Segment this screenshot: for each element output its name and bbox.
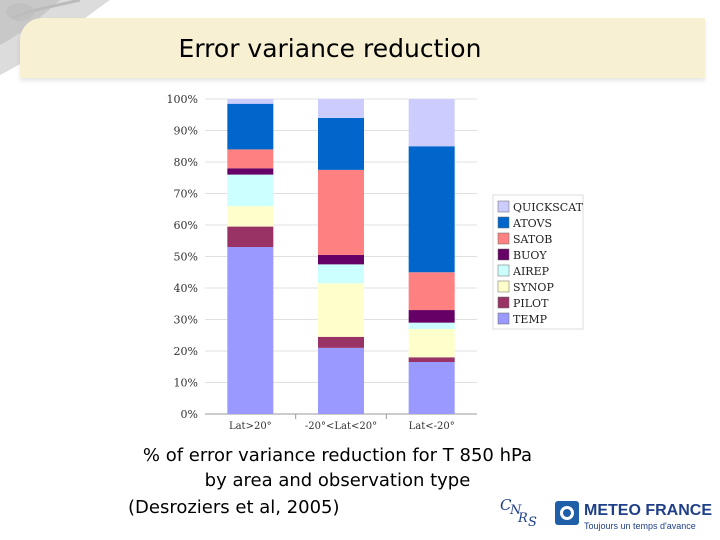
- y-tick-label: 100%: [167, 93, 198, 106]
- bar-segment-airep: [318, 264, 364, 284]
- y-tick-label: 20%: [174, 345, 198, 358]
- bar-segment-temp: [227, 247, 274, 414]
- bar-segment-temp: [408, 362, 455, 414]
- bar-segment-quickscat: [227, 99, 274, 104]
- legend-swatch: [497, 296, 510, 309]
- y-tick-label: 50%: [174, 251, 198, 264]
- svg-text:S: S: [528, 515, 537, 530]
- slide-title: Error variance reduction: [178, 34, 482, 63]
- x-tick-label: Lat<-20°: [409, 421, 455, 432]
- bar-segment-satob: [227, 149, 274, 169]
- y-tick-label: 40%: [174, 282, 198, 295]
- bar-segment-pilot: [227, 226, 274, 248]
- y-tick-label: 70%: [174, 188, 198, 201]
- bar-segment-buoy: [227, 168, 274, 175]
- citation: (Desroziers et al, 2005): [128, 497, 340, 518]
- legend-label: SYNOP: [513, 281, 554, 294]
- legend: QUICKSCAT ATOVS SATOB BUOY AIREP SYNOP PILOT TE…: [492, 194, 584, 330]
- svg-text:N: N: [509, 503, 522, 518]
- svg-text:C: C: [500, 496, 512, 514]
- bar-segment-synop: [227, 206, 274, 227]
- legend-swatch: [497, 232, 510, 245]
- legend-label: BUOY: [513, 249, 547, 262]
- x-tick-label: Lat>20°: [229, 421, 272, 432]
- bar-segment-buoy: [318, 254, 364, 265]
- legend-label: PILOT: [513, 297, 549, 310]
- bar-segment-pilot: [318, 336, 364, 348]
- bar-segment-quickscat: [408, 99, 455, 147]
- legend-swatch: [497, 200, 510, 213]
- x-axis-ticks: Lat>20° -20°<Lat<20° Lat<-20°: [229, 414, 455, 432]
- legend-label: TEMP: [513, 313, 548, 326]
- y-tick-label: 10%: [174, 377, 198, 390]
- bar-segment-atovs: [318, 117, 364, 170]
- bar-segment-pilot: [408, 357, 455, 363]
- meteo-france-tagline: Toujours un temps d'avance: [584, 521, 696, 531]
- title-bar: [20, 18, 705, 78]
- y-tick-label: 80%: [174, 156, 198, 169]
- bar-segment-synop: [408, 328, 455, 358]
- legend-swatch: [497, 312, 510, 325]
- bar-segment-atovs: [408, 146, 455, 273]
- chart-caption: % of error variance reduction for T 850 …: [115, 443, 560, 493]
- meteo-france-name: METEO FRANCE: [584, 502, 712, 519]
- bars: [227, 99, 455, 414]
- y-tick-label: 90%: [174, 125, 198, 138]
- legend-label: AIREP: [512, 265, 550, 278]
- legend-swatch: [497, 216, 510, 229]
- bar-segment-atovs: [227, 103, 274, 150]
- legend-label: ATOVS: [512, 217, 552, 230]
- legend-label: QUICKSCAT: [513, 201, 584, 214]
- caption-line-2: by area and observation type: [204, 470, 471, 491]
- cnrs-logo-lettering: C N R S: [500, 496, 537, 530]
- y-tick-label: 60%: [174, 219, 198, 232]
- bar-segment-satob: [408, 272, 455, 311]
- y-tick-label: 0%: [181, 408, 198, 421]
- bar-segment-satob: [318, 169, 364, 255]
- bar-segment-synop: [318, 283, 364, 337]
- bar-segment-temp: [318, 347, 364, 414]
- y-axis-ticks: 0% 10% 20% 30% 40% 50% 60% 70% 80% 90% 100%: [167, 93, 198, 421]
- y-tick-label: 30%: [174, 314, 198, 327]
- legend-swatch: [497, 280, 510, 293]
- meteo-france-logo-icon: [555, 501, 579, 525]
- cnrs-logo: C N R S: [500, 496, 537, 530]
- bar-segment-airep: [227, 174, 274, 207]
- svg-text:R: R: [517, 511, 528, 526]
- legend-swatch: [497, 248, 510, 261]
- legend-label: SATOB: [513, 233, 552, 246]
- bar-segment-airep: [408, 322, 455, 329]
- caption-line-1: % of error variance reduction for T 850 …: [142, 445, 533, 466]
- x-tick-label: -20°<Lat<20°: [305, 421, 377, 432]
- bar-segment-buoy: [408, 310, 455, 323]
- bar-segment-quickscat: [318, 99, 364, 118]
- legend-swatch: [497, 264, 510, 277]
